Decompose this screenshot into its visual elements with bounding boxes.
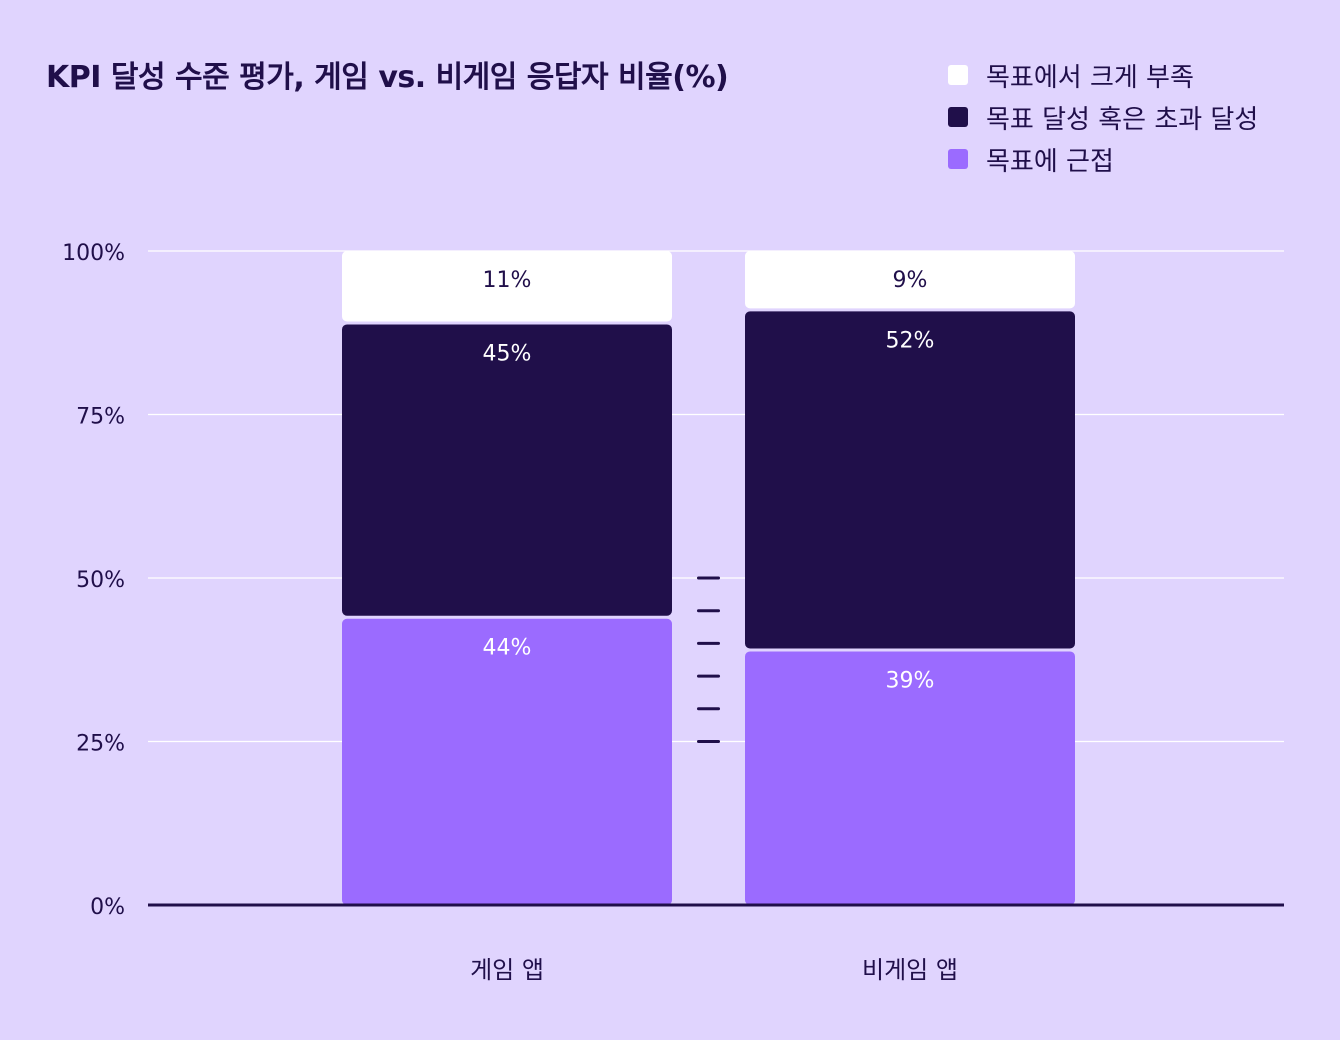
legend-swatch-achieved xyxy=(948,107,968,127)
chart-legend: 목표에서 크게 부족 목표 달성 혹은 초과 달성 목표에 근접 xyxy=(948,54,1258,180)
legend-swatch-near xyxy=(948,149,968,169)
legend-swatch-shortfall xyxy=(948,65,968,85)
y-tick-label: 50% xyxy=(76,568,125,593)
bar-segment xyxy=(745,311,1075,649)
legend-item-achieved: 목표 달성 혹은 초과 달성 xyxy=(948,96,1258,138)
legend-item-shortfall: 목표에서 크게 부족 xyxy=(948,54,1258,96)
data-label: 45% xyxy=(483,341,532,366)
bar-segment xyxy=(342,618,672,905)
legend-label-achieved: 목표 달성 혹은 초과 달성 xyxy=(986,104,1259,135)
bar-segment xyxy=(745,251,1075,309)
y-tick-label: 25% xyxy=(76,732,125,757)
data-label: 39% xyxy=(886,668,935,693)
legend-label-near: 목표에 근접 xyxy=(986,146,1114,177)
x-tick-label: 게임 앱 xyxy=(470,956,544,984)
y-tick-label: 0% xyxy=(90,895,125,920)
y-tick-label: 100% xyxy=(62,241,125,266)
legend-item-near: 목표에 근접 xyxy=(948,138,1258,180)
data-label: 11% xyxy=(483,268,532,293)
data-label: 9% xyxy=(893,268,928,293)
data-label: 44% xyxy=(483,636,532,661)
chart-title: KPI 달성 수준 평가, 게임 vs. 비게임 응답자 비율(%) xyxy=(46,60,729,95)
bar-segment xyxy=(745,651,1075,905)
x-tick-label: 비게임 앱 xyxy=(862,956,958,984)
bar-segment xyxy=(342,251,672,322)
legend-label-shortfall: 목표에서 크게 부족 xyxy=(986,62,1194,93)
data-label: 52% xyxy=(886,328,935,353)
y-tick-label: 75% xyxy=(76,405,125,430)
bar-segment xyxy=(342,324,672,616)
